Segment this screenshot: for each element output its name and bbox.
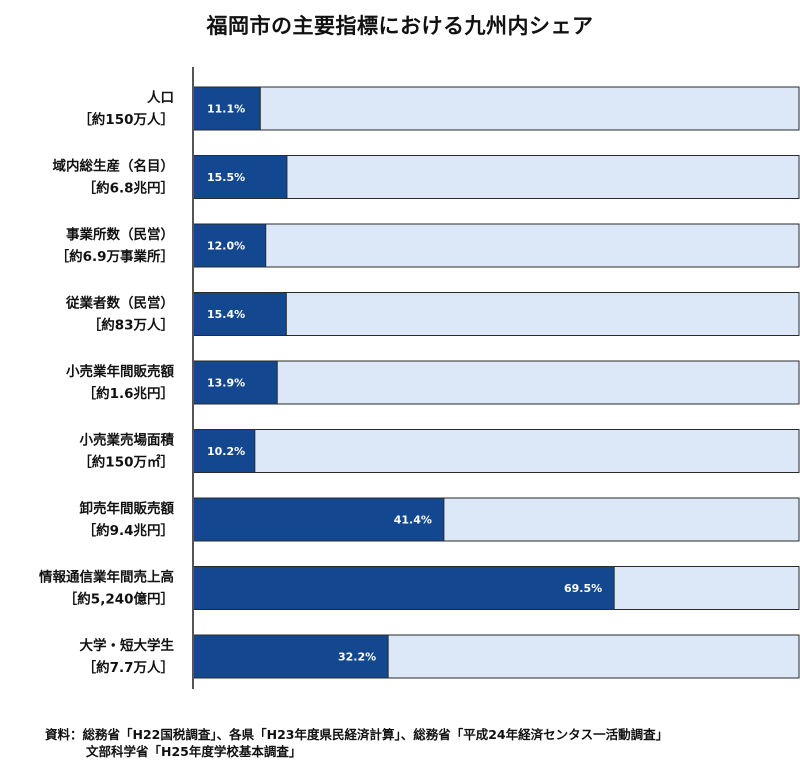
category-total-5: ［約1.6兆円］ xyxy=(83,385,174,402)
value-label-2: 15.5% xyxy=(207,171,245,184)
value-label-9: 32.2% xyxy=(338,651,376,664)
bar-rest-4 xyxy=(192,292,800,336)
value-label-3: 12.0% xyxy=(207,240,245,253)
category-label-4: 従業者数（民営） xyxy=(65,295,174,312)
value-label-6: 10.2% xyxy=(207,445,245,458)
bar-rest-3 xyxy=(192,223,800,268)
source-line-2: 文部科学省「H25年度学校基本調査」 xyxy=(86,744,302,759)
category-label-8: 情報通信業年間売上高 xyxy=(39,569,174,586)
bar-chart: 11.1% 人口 ［約150万人］ 15.5% 域内総生産（名目） ［約6.8兆円］ 12.… xyxy=(39,67,800,689)
bar-rest-5 xyxy=(192,360,800,405)
value-label-8: 69.5% xyxy=(564,582,602,595)
category-label-2: 域内総生産（名目） xyxy=(53,158,175,175)
category-label-9: 大学・短大学生 xyxy=(80,637,175,654)
category-label-6: 小売業売場面積 xyxy=(80,432,175,449)
category-label-5: 小売業年間販売額 xyxy=(66,363,174,380)
bar-share-5 xyxy=(192,360,278,405)
bar-share-1 xyxy=(192,86,261,131)
bar-share-2 xyxy=(192,155,288,199)
category-label-1: 人口 xyxy=(147,90,174,106)
value-label-4: 15.4% xyxy=(207,308,245,321)
category-total-8: ［約5,240億円］ xyxy=(64,591,174,608)
bar-share-3 xyxy=(192,223,267,268)
chart-title: 福岡市の主要指標における九州内シェア xyxy=(206,14,594,38)
category-total-1: ［約150万人］ xyxy=(78,111,174,128)
bar-share-4 xyxy=(192,292,287,336)
source-note: 資料：総務省「H22国税調査」、各県「H23年度県民経済計算」、総務省「平成24… xyxy=(45,726,668,760)
bar-share-7 xyxy=(192,497,445,542)
value-label-1: 11.1% xyxy=(207,103,245,116)
category-label-3: 事業所数（民営） xyxy=(66,226,174,243)
source-line-1: 資料：総務省「H22国税調査」、各県「H23年度県民経済計算」、総務省「平成24… xyxy=(45,727,669,742)
category-total-2: ［約6.8兆円］ xyxy=(83,180,174,197)
category-total-6: ［約150万㎡］ xyxy=(78,454,174,471)
bar-rest-1 xyxy=(192,86,800,131)
bar-share-9 xyxy=(192,634,389,679)
category-total-7: ［約9.4兆円］ xyxy=(83,522,174,539)
category-total-3: ［約6.9万事業所］ xyxy=(56,248,174,265)
bar-rest-2 xyxy=(192,155,800,199)
bar-rest-6 xyxy=(192,429,800,473)
value-label-5: 13.9% xyxy=(207,377,245,390)
category-total-4: ［約83万人］ xyxy=(88,317,174,334)
value-label-7: 41.4% xyxy=(394,514,432,527)
category-total-9: ［約7.7万人］ xyxy=(83,659,174,676)
category-label-7: 卸売年間販売額 xyxy=(80,500,175,517)
bar-share-8 xyxy=(192,566,615,610)
